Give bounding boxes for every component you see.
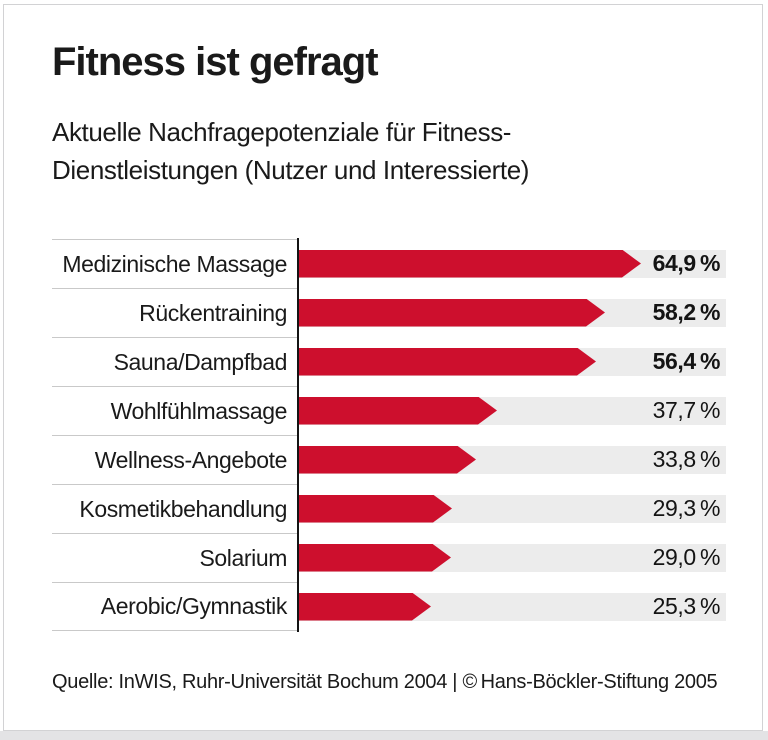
bar-track: 64,9 % <box>297 249 726 278</box>
bar-track: 25,3 % <box>297 592 726 621</box>
bar-track: 29,3 % <box>297 494 726 523</box>
chart-card: Fitness ist gefragt Aktuelle Nachfragepo… <box>3 4 763 731</box>
chart-row: Aerobic/Gymnastik 25,3 % <box>52 582 728 631</box>
bar-track: 33,8 % <box>297 445 726 474</box>
bar-chart: Medizinische Massage 64,9 % Rückentraining… <box>52 238 728 632</box>
page-title: Fitness ist gefragt <box>52 40 379 84</box>
category-label: Medizinische Massage <box>52 239 297 288</box>
chart-row: Kosmetikbehandlung 29,3 % <box>52 484 728 533</box>
bar-track: 56,4 % <box>297 347 726 376</box>
value-label: 33,8 % <box>652 446 721 472</box>
page-background-strip <box>0 731 768 740</box>
bar-area: 33,8 % <box>297 435 728 484</box>
bar <box>297 250 641 278</box>
bar <box>297 299 605 327</box>
chart-row: Rückentraining 58,2 % <box>52 288 728 337</box>
value-label: 29,3 % <box>652 495 721 521</box>
bar-area: 29,0 % <box>297 533 728 582</box>
category-label: Wohlfühlmassage <box>52 386 297 435</box>
bar-area: 64,9 % <box>297 239 728 288</box>
chart-row: Sauna/Dampfbad 56,4 % <box>52 337 728 386</box>
subtitle-line-2: Dienstleistungen (Nutzer und Interessier… <box>52 155 530 185</box>
value-label: 29,0 % <box>652 544 721 570</box>
bar-area: 56,4 % <box>297 337 728 386</box>
category-label: Kosmetikbehandlung <box>52 484 297 533</box>
value-label: 37,7 % <box>652 397 721 423</box>
bar <box>297 495 452 523</box>
category-label: Aerobic/Gymnastik <box>52 582 297 631</box>
category-label: Rückentraining <box>52 288 297 337</box>
bar-area: 25,3 % <box>297 582 728 631</box>
bar <box>297 593 431 621</box>
bar-area: 37,7 % <box>297 386 728 435</box>
chart-row: Solarium 29,0 % <box>52 533 728 582</box>
bar-track: 58,2 % <box>297 298 726 327</box>
chart-subtitle: Aktuelle Nachfragepotenziale für Fitness… <box>52 113 718 189</box>
bar <box>297 397 497 425</box>
value-label: 58,2 % <box>652 299 721 325</box>
bar <box>297 544 451 572</box>
bar-track: 29,0 % <box>297 543 726 572</box>
value-label: 25,3 % <box>652 593 721 619</box>
category-label: Wellness-Angebote <box>52 435 297 484</box>
value-label: 64,9 % <box>652 250 721 276</box>
category-label: Sauna/Dampfbad <box>52 337 297 386</box>
value-label: 56,4 % <box>652 348 721 374</box>
bar-area: 29,3 % <box>297 484 728 533</box>
bar <box>297 348 596 376</box>
subtitle-line-1: Aktuelle Nachfragepotenziale für Fitness… <box>52 117 512 147</box>
y-axis-line <box>297 238 299 632</box>
chart-row: Wellness-Angebote 33,8 % <box>52 435 728 484</box>
chart-row: Wohlfühlmassage 37,7 % <box>52 386 728 435</box>
bar-track: 37,7 % <box>297 396 726 425</box>
category-label: Solarium <box>52 533 297 582</box>
bar <box>297 446 476 474</box>
chart-row: Medizinische Massage 64,9 % <box>52 239 728 288</box>
source-credit: Quelle: InWIS, Ruhr-Universität Bochum 2… <box>52 671 718 693</box>
bar-area: 58,2 % <box>297 288 728 337</box>
